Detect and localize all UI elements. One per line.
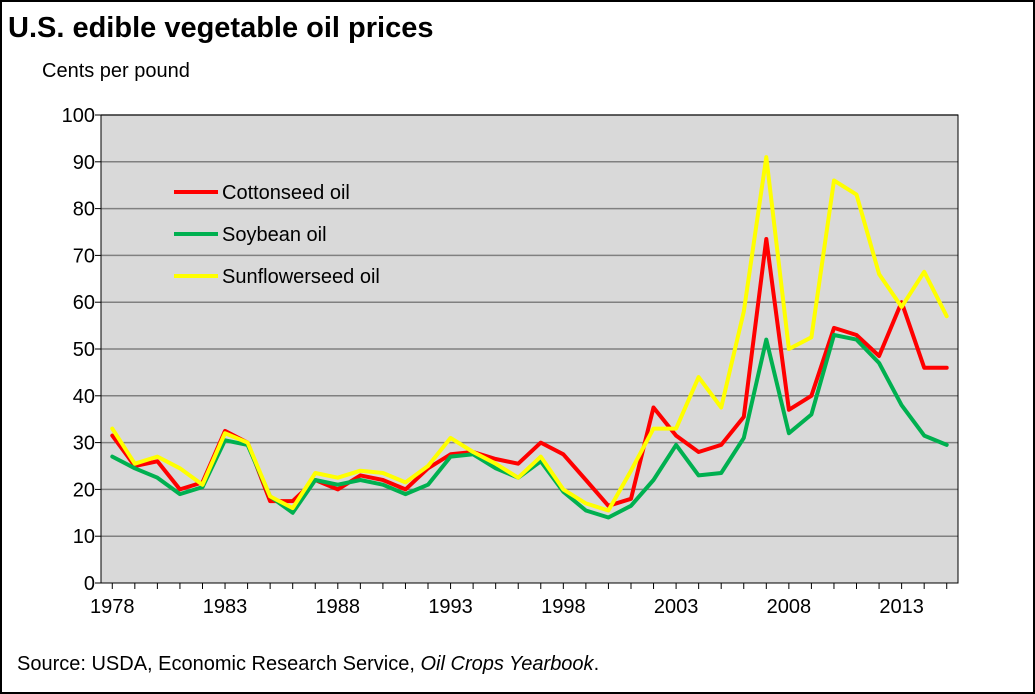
x-tick-label: 1988	[316, 596, 361, 618]
legend-label: Soybean oil	[222, 224, 327, 246]
source-publication: Oil Crops Yearbook	[420, 653, 594, 675]
y-tick-label: 70	[73, 245, 95, 267]
y-tick-label: 20	[73, 479, 95, 501]
x-tick-label: 2008	[767, 596, 812, 618]
y-tick-label: 0	[84, 573, 95, 595]
source-note: Source: USDA, Economic Research Service,…	[17, 653, 599, 676]
y-tick-label: 80	[73, 199, 95, 221]
y-tick-label: 90	[73, 152, 95, 174]
legend-label: Cottonseed oil	[222, 182, 350, 204]
y-tick-label: 50	[73, 339, 95, 361]
plot-border	[100, 114, 959, 584]
legend-label: Sunflowerseed oil	[222, 266, 380, 288]
x-tick-label: 1978	[90, 596, 135, 618]
y-tick-label: 10	[73, 526, 95, 548]
series-line-sunflowerseed-oil	[110, 155, 949, 513]
y-axis-unit-label: Cents per pound	[42, 60, 190, 82]
source-prefix: Source: USDA, Economic Research Service,	[17, 653, 421, 675]
chart-title: U.S. edible vegetable oil prices	[8, 12, 434, 44]
y-tick-label: 100	[62, 105, 95, 127]
x-tick-label: 1983	[203, 596, 248, 618]
x-tick-label: 1998	[541, 596, 586, 618]
x-tick-label: 2013	[879, 596, 924, 618]
x-tick-label: 1993	[428, 596, 473, 618]
y-tick-label: 40	[73, 386, 95, 408]
y-tick-label: 60	[73, 292, 95, 314]
x-tick-label: 2003	[654, 596, 699, 618]
source-suffix: .	[593, 653, 600, 675]
y-tick-label: 30	[73, 433, 95, 455]
